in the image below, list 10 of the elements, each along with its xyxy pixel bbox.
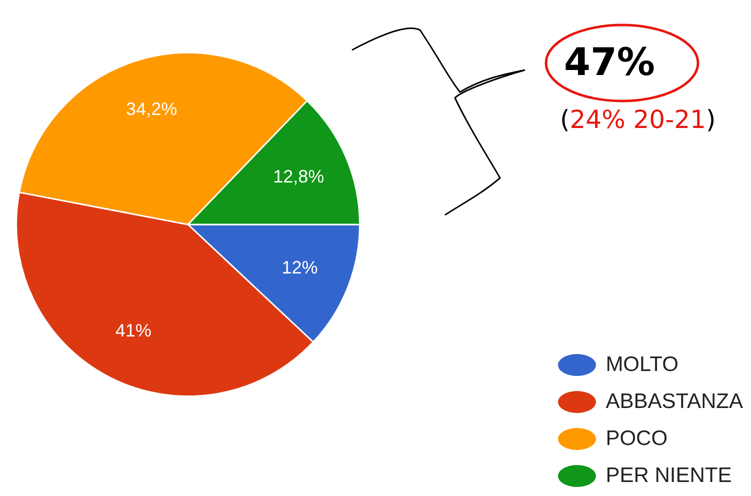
data-label: 12% bbox=[282, 258, 318, 278]
legend-label: MOLTO bbox=[606, 352, 678, 376]
legend-label: POCO bbox=[606, 426, 668, 450]
data-label: 41% bbox=[115, 320, 152, 341]
text: (24% 20-21) bbox=[560, 105, 716, 134]
data-label: 12,8% bbox=[273, 166, 324, 186]
text: 47% bbox=[564, 40, 655, 84]
legend-label: PER NIENTE bbox=[606, 464, 732, 488]
data-label: 34,2% bbox=[126, 98, 178, 119]
legend-label: ABBASTANZA bbox=[606, 390, 743, 414]
